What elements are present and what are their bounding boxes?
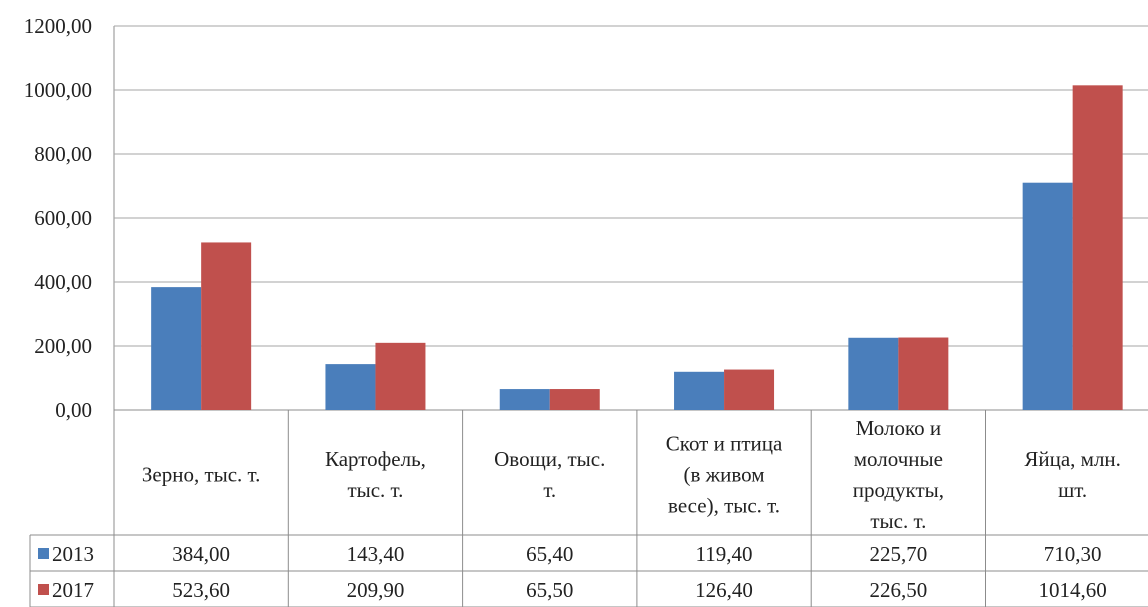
category-label: Яйца, млн. bbox=[1024, 447, 1121, 471]
y-tick-label: 1000,00 bbox=[24, 78, 92, 102]
legend-label: 2017 bbox=[52, 578, 94, 602]
table-value: 209,90 bbox=[347, 578, 405, 602]
category-label: Скот и птица bbox=[666, 432, 783, 456]
table-value: 126,40 bbox=[695, 578, 753, 602]
bar-2013 bbox=[674, 371, 725, 410]
category-label: Овощи, тыс. bbox=[494, 447, 605, 471]
bar-2013 bbox=[1022, 182, 1073, 410]
table-value: 65,50 bbox=[526, 578, 573, 602]
bar-2017 bbox=[1072, 85, 1123, 410]
y-tick-label: 200,00 bbox=[34, 334, 92, 358]
bar-2017 bbox=[549, 389, 600, 410]
y-tick-label: 400,00 bbox=[34, 270, 92, 294]
category-label: тыс. т. bbox=[347, 478, 403, 502]
category-label: продукты, bbox=[853, 478, 944, 502]
y-tick-label: 600,00 bbox=[34, 206, 92, 230]
table-value: 523,60 bbox=[172, 578, 230, 602]
bar-2013 bbox=[499, 389, 550, 410]
table-value: 225,70 bbox=[869, 542, 927, 566]
category-label: Картофель, bbox=[325, 447, 426, 471]
bar-2017 bbox=[375, 342, 426, 410]
bar-2017 bbox=[724, 369, 775, 410]
data-table: Зерно, тыс. т. Картофель, тыс. т. Овощи, ты… bbox=[29, 410, 1148, 607]
legend-swatch-2017 bbox=[38, 584, 49, 595]
bars bbox=[151, 85, 1123, 410]
table-value: 384,00 bbox=[172, 542, 230, 566]
table-value: 226,50 bbox=[869, 578, 927, 602]
bar-2017 bbox=[898, 337, 949, 410]
legend-label: 2013 bbox=[52, 542, 94, 566]
bar-2017 bbox=[201, 242, 252, 410]
category-label: (в живом bbox=[684, 463, 765, 487]
category-label: Молоко и bbox=[856, 416, 941, 440]
category-label: весе), тыс. т. bbox=[668, 494, 780, 518]
category-label: тыс. т. bbox=[870, 509, 926, 533]
category-label: т. bbox=[543, 478, 556, 502]
table-value: 710,30 bbox=[1044, 542, 1102, 566]
category-label: молочные bbox=[854, 447, 943, 471]
table-value: 1014,60 bbox=[1039, 578, 1107, 602]
gridlines bbox=[113, 25, 1148, 411]
y-axis-ticks: 0,00 200,00 400,00 600,00 800,00 1000,00 1200,… bbox=[24, 14, 92, 422]
table-value: 119,40 bbox=[696, 542, 753, 566]
legend-swatch-2013 bbox=[38, 548, 49, 559]
table-value: 65,40 bbox=[526, 542, 573, 566]
bar-2013 bbox=[151, 287, 202, 410]
bar-2013 bbox=[325, 364, 376, 410]
bar-2013 bbox=[848, 337, 899, 410]
table-value: 143,40 bbox=[347, 542, 405, 566]
category-label: Зерно, тыс. т. bbox=[142, 463, 261, 487]
category-label: шт. bbox=[1058, 478, 1087, 502]
y-tick-label: 1200,00 bbox=[24, 14, 92, 38]
y-tick-label: 0,00 bbox=[55, 398, 92, 422]
y-tick-label: 800,00 bbox=[34, 142, 92, 166]
